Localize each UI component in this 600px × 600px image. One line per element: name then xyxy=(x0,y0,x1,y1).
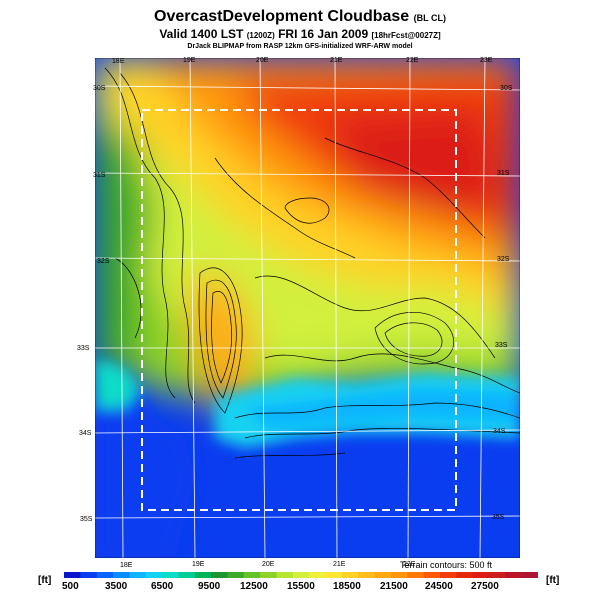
terrain-contours xyxy=(104,67,520,459)
lat-label-right: 32S xyxy=(497,256,510,263)
lat-label-left: 35S xyxy=(80,516,93,523)
lat-label-left: 32S xyxy=(97,258,110,265)
colorbar-tick: 18500 xyxy=(333,581,361,592)
colorbar-swatch xyxy=(358,572,376,578)
colorbar-swatch xyxy=(423,572,441,578)
date-text: FRI 16 Jan 2009 xyxy=(278,27,369,41)
colorbar-swatch xyxy=(439,572,457,578)
colorbar-swatch xyxy=(64,572,81,578)
lon-label-top: 18E xyxy=(112,58,125,65)
lon-label-bottom: 18E xyxy=(120,562,133,569)
colorbar-tick: 6500 xyxy=(151,581,174,592)
colorbar-swatch xyxy=(194,572,212,578)
colorbar-swatch xyxy=(211,572,228,578)
colorbar-swatch xyxy=(227,572,245,578)
lon-label-top: 23E xyxy=(480,57,493,64)
contour-note: Terrain contours: 500 ft xyxy=(400,560,493,570)
colorbar-tick: 27500 xyxy=(471,581,499,592)
map-title: OvercastDevelopment Cloudbase (BL CL) xyxy=(0,8,600,27)
unit-label-left: [ft] xyxy=(38,575,52,586)
lon-label-bottom: 22E xyxy=(403,561,416,568)
colorbar-swatch xyxy=(521,572,538,578)
colorbar-tick: 12500 xyxy=(240,581,268,592)
lat-label-left: 31S xyxy=(93,172,106,179)
lon-label-bottom: 21E xyxy=(333,561,346,568)
colorbar-swatch xyxy=(341,572,359,578)
colorbar-swatch xyxy=(96,572,114,578)
lon-label-top: 19E xyxy=(183,57,196,64)
colorbar-swatch xyxy=(407,572,425,578)
lat-lon-grid xyxy=(95,58,520,558)
colorbar-swatch xyxy=(292,572,310,578)
lon-label-bottom: 19E xyxy=(192,561,205,568)
colorbar-swatch xyxy=(276,572,294,578)
colorbar-tick: 21500 xyxy=(380,581,408,592)
lon-label-top: 21E xyxy=(330,57,343,64)
colorbar-swatch xyxy=(325,572,343,578)
colorbar-swatch xyxy=(309,572,327,578)
colorbar-swatch xyxy=(374,572,392,578)
lon-label-top: 22E xyxy=(406,57,419,64)
valid-time-line: Valid 1400 LST (1200Z) FRI 16 Jan 2009 [… xyxy=(0,27,600,43)
lon-label-bottom: 20E xyxy=(262,561,275,568)
colorbar-tick: 500 xyxy=(62,581,79,592)
valid-text: Valid 1400 LST xyxy=(159,27,244,41)
lat-label-right: 33S xyxy=(495,342,508,349)
colorbar-swatch xyxy=(113,572,130,578)
lat-label-right: 35S xyxy=(492,514,505,521)
colorbar-tick: 24500 xyxy=(425,581,453,592)
colorbar-swatch xyxy=(178,572,196,578)
colorbar-tick: 15500 xyxy=(287,581,315,592)
model-credit: DrJack BLIPMAP from RASP 12km GFS-initia… xyxy=(187,43,413,50)
lat-label-left: 33S xyxy=(77,345,90,352)
lat-label-right: 30S xyxy=(500,85,513,92)
forecast-note: [18hrFcst@0027Z] xyxy=(371,31,441,40)
colorbar-swatch xyxy=(145,572,163,578)
valid-code: (1200Z) xyxy=(246,31,275,40)
colorbar-tick: 3500 xyxy=(105,581,128,592)
unit-label-right: [ft] xyxy=(546,575,560,586)
colorbar-swatch xyxy=(80,572,98,578)
inner-domain-box xyxy=(141,109,457,511)
lat-label-right: 31S xyxy=(497,170,510,177)
title-text: OvercastDevelopment Cloudbase xyxy=(154,8,410,25)
colorbar-swatch xyxy=(488,572,506,578)
colorbar-swatch xyxy=(390,572,408,578)
cloudbase-map xyxy=(95,58,520,558)
colorbar-swatch xyxy=(243,572,261,578)
colorbar-tick: 9500 xyxy=(198,581,221,592)
colorbar-swatch xyxy=(162,572,179,578)
lat-label-left: 30S xyxy=(93,85,106,92)
lon-label-top: 20E xyxy=(256,57,269,64)
lat-label-right: 34S xyxy=(493,428,506,435)
colorbar-swatch xyxy=(505,572,523,578)
colorbar-swatch xyxy=(472,572,490,578)
colorbar-swatch xyxy=(260,572,277,578)
colorbar xyxy=(64,572,538,578)
lat-label-left: 34S xyxy=(79,430,92,437)
colorbar-swatch xyxy=(456,572,474,578)
title-suffix: (BL CL) xyxy=(413,13,446,23)
colorbar-swatch xyxy=(129,572,147,578)
